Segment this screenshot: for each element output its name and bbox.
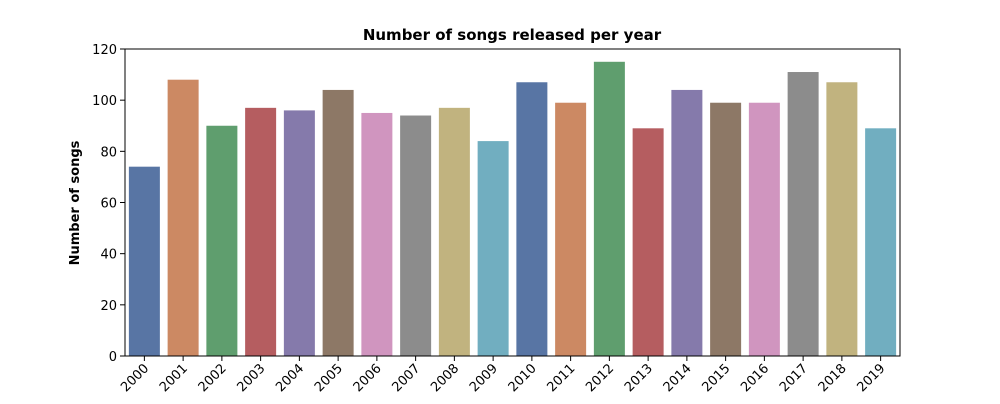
bar <box>865 128 897 356</box>
bar <box>593 61 625 357</box>
bar <box>787 72 819 357</box>
y-tick-label: 0 <box>109 350 117 365</box>
y-axis-label: Number of songs <box>68 140 83 265</box>
bar <box>245 107 277 356</box>
bar <box>206 125 238 356</box>
y-tick-label: 20 <box>100 299 117 314</box>
bar <box>671 89 703 356</box>
y-tick-label: 100 <box>92 94 117 109</box>
chart-title: Number of songs released per year <box>363 26 662 44</box>
y-tick-label: 60 <box>100 197 117 212</box>
plot-frame <box>124 48 901 357</box>
bar <box>128 166 160 356</box>
bar <box>826 82 858 356</box>
bar <box>748 102 780 356</box>
bar <box>361 112 393 356</box>
bar <box>477 141 509 356</box>
y-tick-label: 40 <box>100 248 117 263</box>
bar <box>322 89 354 356</box>
bar <box>555 102 587 356</box>
bar <box>710 102 742 356</box>
bar <box>167 79 199 356</box>
bar <box>400 115 432 357</box>
y-tick-label: 80 <box>100 145 117 160</box>
bar <box>516 82 548 356</box>
bar <box>438 107 470 356</box>
bar <box>632 128 664 356</box>
bar <box>283 110 315 357</box>
y-tick-label: 120 <box>92 43 117 58</box>
